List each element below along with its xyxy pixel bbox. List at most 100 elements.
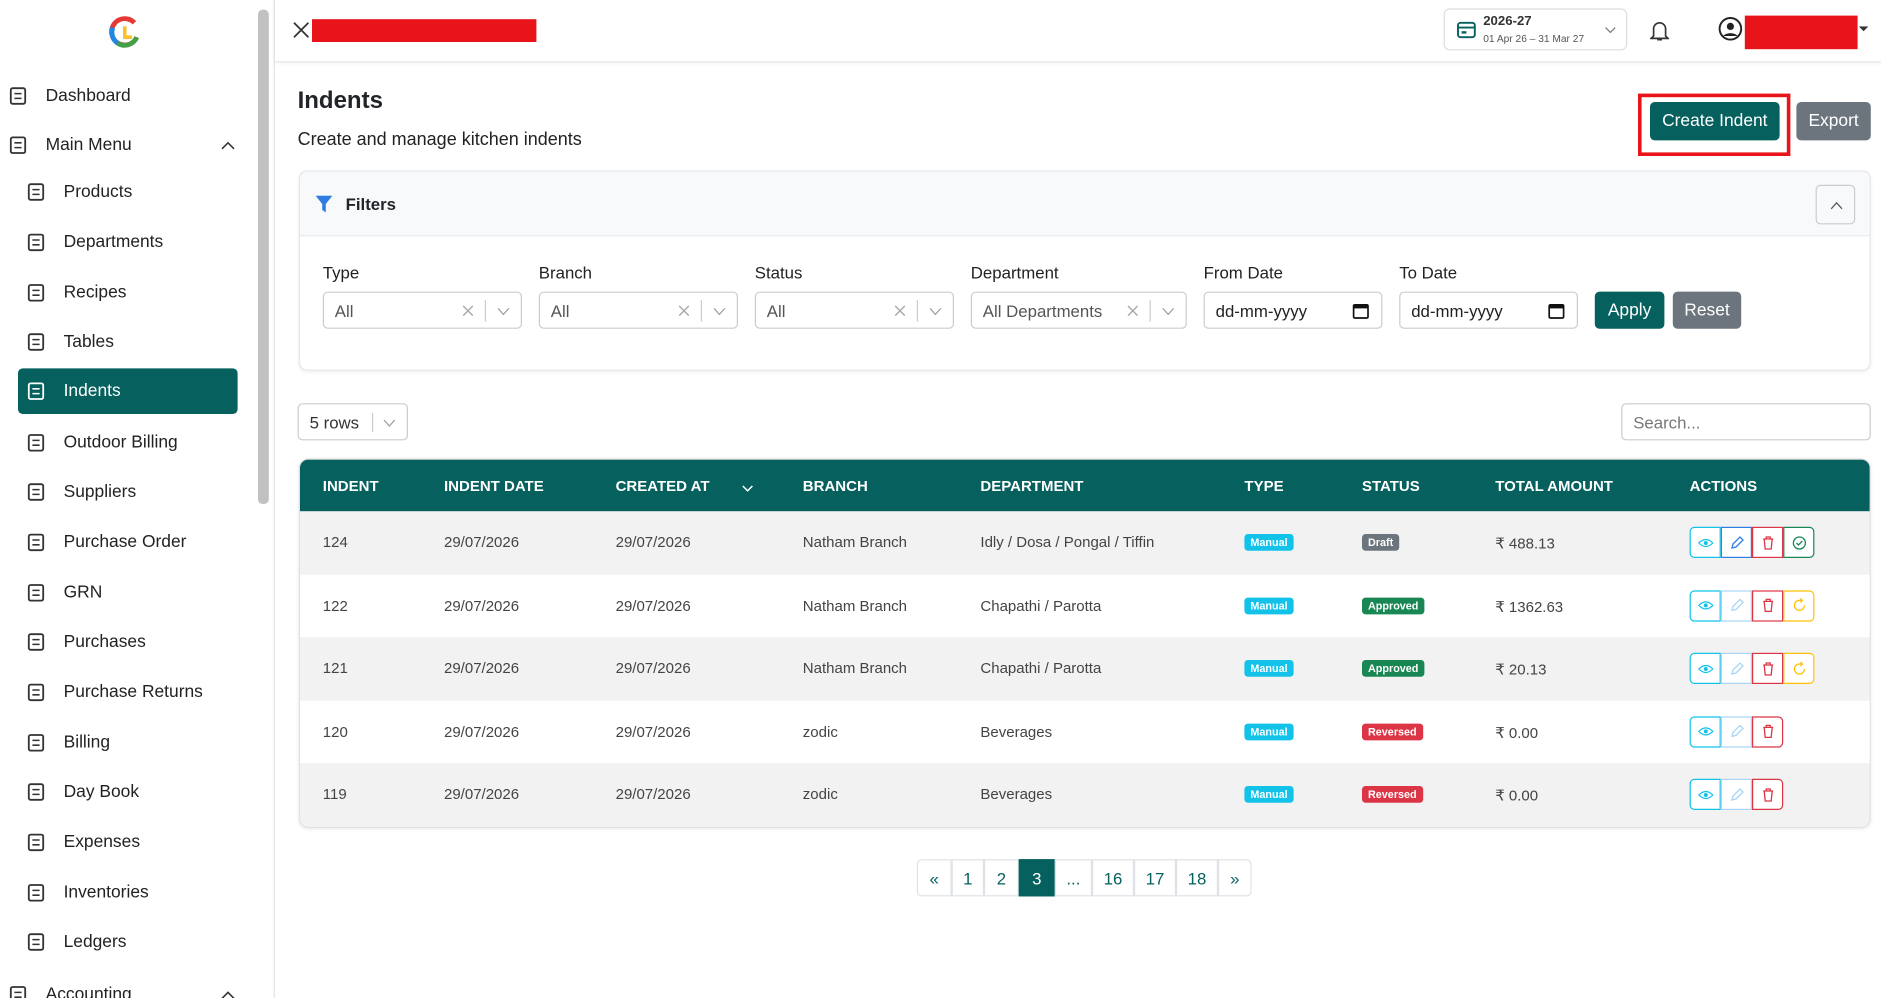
column-header: BRANCH <box>802 477 868 495</box>
filter-input[interactable]: All <box>322 291 522 329</box>
view-button[interactable] <box>1689 653 1721 685</box>
filters-card: Filters <box>298 170 1871 371</box>
filter-input[interactable]: All <box>538 291 738 329</box>
icon <box>1730 724 1744 738</box>
page-link[interactable]: 18 <box>1176 859 1218 897</box>
delete-button[interactable] <box>1752 779 1784 811</box>
status-badge: Approved <box>1362 660 1425 678</box>
table-cell: Chapathi / Parotta <box>980 660 1102 678</box>
menu-item[interactable]: Outdoor Billing <box>18 420 238 466</box>
view-button[interactable] <box>1689 526 1721 558</box>
menu-label: Day Book <box>63 782 140 802</box>
delete-button[interactable] <box>1752 589 1784 622</box>
table-cell: 119 <box>322 786 347 804</box>
user-icon[interactable] <box>1718 17 1743 41</box>
icon <box>27 434 45 452</box>
icon <box>1730 535 1744 549</box>
search-input[interactable]: Search... <box>1621 403 1871 441</box>
caret <box>1858 26 1869 32</box>
fiscal-selector[interactable]: 2026-27 01 Apr 26 – 31 Mar 27 <box>1443 8 1628 51</box>
delete-button[interactable] <box>1752 653 1784 685</box>
menu-item[interactable]: Main Menu <box>0 122 235 168</box>
edit-button[interactable] <box>1720 716 1753 748</box>
page-link[interactable]: 17 <box>1134 859 1176 897</box>
table-cell: 29/07/2026 <box>615 786 691 804</box>
menu-item[interactable]: Purchase Returns <box>18 670 238 716</box>
status-badge: Draft <box>1362 534 1400 551</box>
menu-item[interactable]: Recipes <box>18 270 238 316</box>
page-link[interactable]: » <box>1218 859 1252 897</box>
table-cell: Natham Branch <box>802 660 908 678</box>
table-cell: ₹ 488.13 <box>1495 535 1555 552</box>
edit-button[interactable] <box>1720 589 1753 622</box>
sort-icon[interactable] <box>742 478 754 500</box>
icon <box>27 633 45 651</box>
rows-select[interactable]: 5 rows <box>297 403 409 441</box>
topbar: 2026-27 01 Apr 26 – 31 Mar 27 <box>274 0 1881 63</box>
create-indent-button[interactable]: Create Indent <box>1650 102 1780 141</box>
menu-item[interactable]: Purchase Order <box>18 520 238 566</box>
revert-button[interactable] <box>1783 589 1815 622</box>
edit-button[interactable] <box>1720 653 1753 685</box>
menu-item[interactable]: GRN <box>18 570 238 616</box>
page-link[interactable]: 2 <box>984 859 1019 897</box>
edit-button[interactable] <box>1720 526 1753 558</box>
filter-label: From Date <box>1203 262 1283 282</box>
menu-item[interactable]: Purchases <box>18 619 238 665</box>
icon <box>27 683 45 702</box>
view-button[interactable] <box>1689 589 1721 622</box>
approve-button[interactable] <box>1783 526 1815 558</box>
filter-input[interactable]: All Departments <box>970 291 1187 329</box>
menu-label: GRN <box>63 583 103 603</box>
menu-item[interactable]: Expenses <box>18 820 238 866</box>
revert-button[interactable] <box>1783 653 1815 685</box>
filters-title: Filters <box>345 194 397 214</box>
menu-item[interactable]: Suppliers <box>18 469 238 515</box>
table-header <box>300 459 1870 513</box>
table-cell: 122 <box>322 597 348 614</box>
filter-input[interactable]: dd-mm-yyyy <box>1399 291 1579 329</box>
page-link[interactable]: 3 <box>1018 859 1055 897</box>
calendar-icon <box>1457 21 1476 39</box>
filter-value: All <box>334 300 354 320</box>
reset-button[interactable]: Reset <box>1672 291 1742 329</box>
view-button[interactable] <box>1689 779 1721 811</box>
menu-item[interactable]: Inventories <box>18 870 238 916</box>
menu-item[interactable]: Departments <box>18 220 238 266</box>
menu-item[interactable]: Day Book <box>18 769 238 815</box>
filter-input[interactable]: All <box>754 291 955 329</box>
menu-label: Purchase Returns <box>63 682 203 702</box>
page-link[interactable]: 1 <box>951 859 985 897</box>
page-link[interactable]: ... <box>1054 859 1092 897</box>
status-badge: Reversed <box>1362 786 1423 804</box>
page-subtitle: Create and manage kitchen indents <box>297 129 582 150</box>
column-header: DEPARTMENT <box>980 477 1084 495</box>
view-button[interactable] <box>1689 716 1721 748</box>
menu-item[interactable]: Ledgers <box>18 919 238 965</box>
collapse-button[interactable] <box>1815 184 1856 225</box>
menu-item[interactable]: Tables <box>18 319 238 365</box>
menu-label: Main Menu <box>45 135 132 155</box>
icon <box>1697 790 1714 799</box>
apply-button[interactable]: Apply <box>1594 291 1665 329</box>
menu-item[interactable]: Accounting <box>0 972 235 998</box>
filter-input[interactable]: dd-mm-yyyy <box>1203 291 1383 329</box>
edit-button[interactable] <box>1720 779 1753 811</box>
menu-label: Expenses <box>63 832 141 853</box>
menu-item[interactable]: Billing <box>18 720 238 766</box>
bell-icon[interactable] <box>1650 19 1670 42</box>
page-link[interactable]: « <box>916 859 952 897</box>
menu-item[interactable]: Indents <box>18 368 238 415</box>
menu-item[interactable]: Dashboard <box>0 73 220 119</box>
menu-label: Purchase Order <box>63 532 187 552</box>
delete-button[interactable] <box>1752 716 1784 748</box>
icon <box>1697 538 1714 547</box>
menu-item[interactable]: Products <box>18 169 238 215</box>
export-button[interactable]: Export <box>1796 102 1871 141</box>
delete-button[interactable] <box>1752 526 1784 558</box>
table <box>298 458 1871 829</box>
page-link[interactable]: 16 <box>1092 859 1134 897</box>
icon <box>27 183 45 201</box>
close-icon[interactable] <box>293 22 310 39</box>
table-row <box>300 763 1870 827</box>
